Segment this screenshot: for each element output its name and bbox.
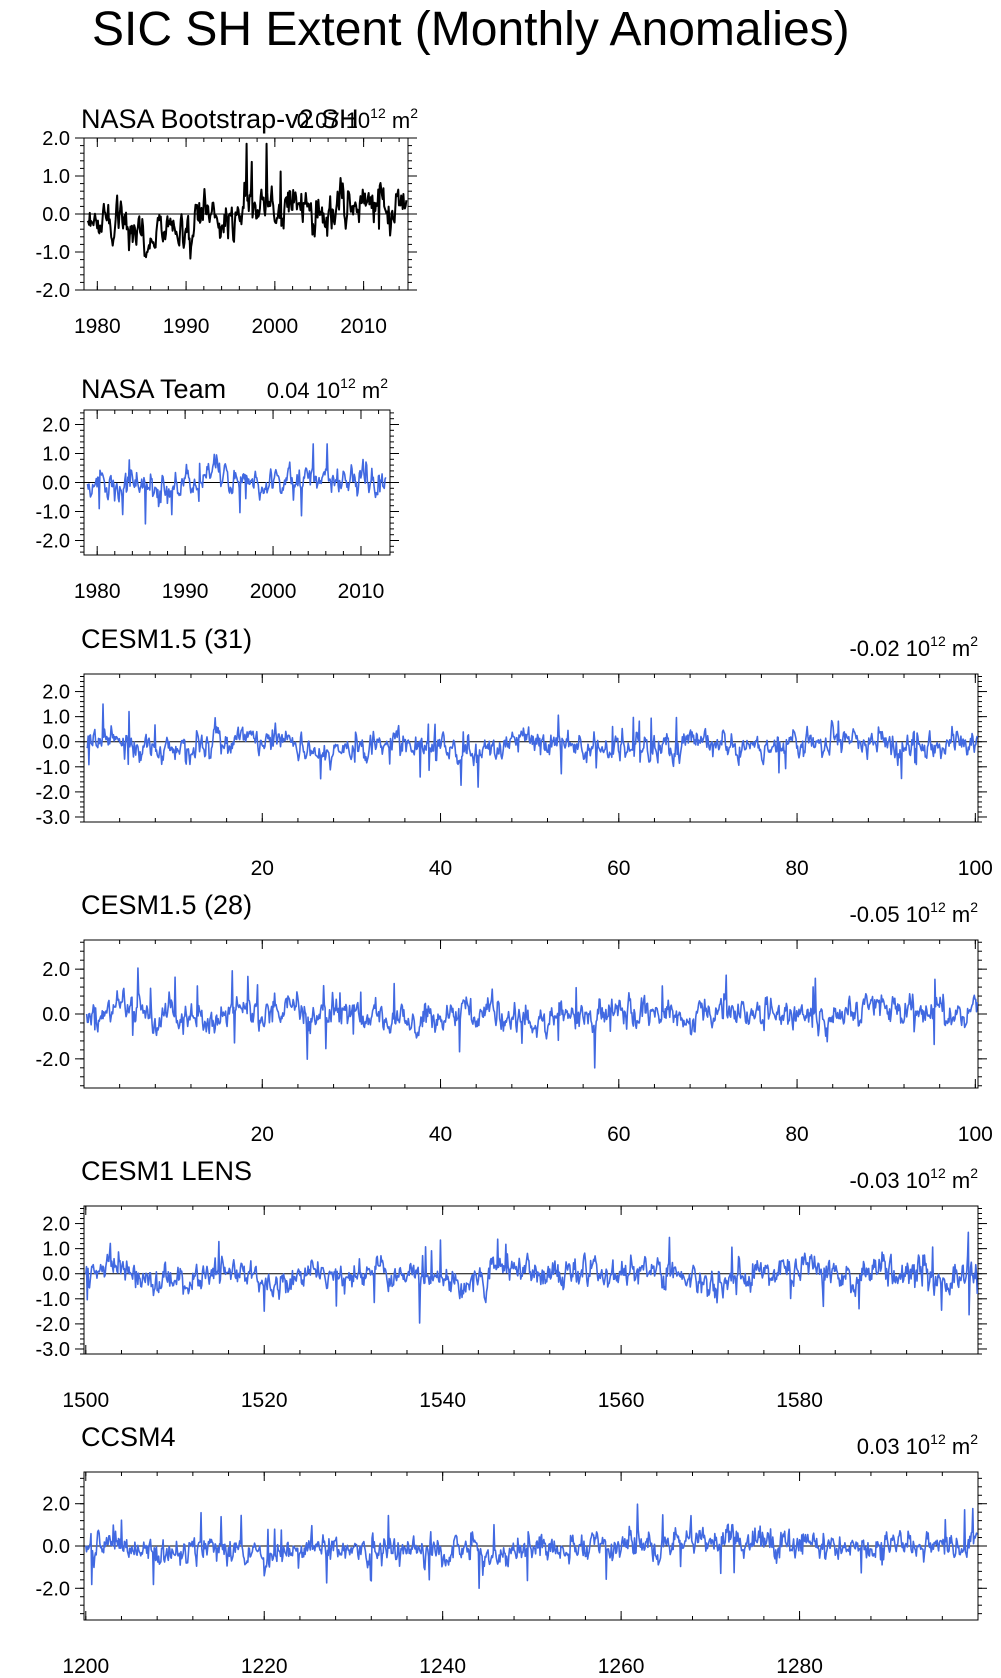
figure-title: SIC SH Extent (Monthly Anomalies) [92, 3, 850, 56]
series-line [86, 142, 408, 260]
panel-annotation: 0.07 1012 m2 [297, 105, 418, 133]
panel-title: NASA Bootstrap-v2 SH [81, 104, 359, 134]
x-tick-label: 80 [785, 1123, 808, 1146]
y-tick-label: 1.0 [42, 444, 70, 466]
x-tick-label: 1220 [241, 1655, 288, 1678]
panel-title: CESM1.5 (28) [81, 890, 252, 920]
panel-title: CESM1.5 (31) [81, 624, 252, 654]
x-tick-label: 1520 [241, 1389, 288, 1412]
panel-annotation: -0.05 1012 m2 [849, 899, 978, 927]
x-tick-label: 1500 [62, 1389, 109, 1412]
x-tick-label: 1240 [419, 1655, 466, 1678]
panel-1: NASA Bootstrap-v2 SH0.07 1012 m2 1980 1990… [36, 104, 419, 338]
y-tick-label: 2.0 [42, 1214, 70, 1236]
panel-title: CCSM4 [81, 1422, 176, 1452]
series-line [84, 1503, 978, 1589]
y-tick-label: -2.0 [36, 1314, 70, 1336]
series-line [86, 443, 387, 525]
x-tick-label: 1990 [163, 315, 210, 338]
plot-frame [83, 673, 979, 823]
x-tick-label: 2010 [340, 315, 387, 338]
series-line [85, 967, 979, 1069]
x-tick-label: 1260 [598, 1655, 645, 1678]
y-tick-label: -1.0 [36, 502, 70, 524]
y-tick-label: -2.0 [36, 782, 70, 804]
plot-frame [83, 939, 979, 1089]
x-tick-label: 2000 [250, 580, 297, 603]
panel-annotation: -0.02 1012 m2 [849, 633, 978, 661]
y-tick-label: -3.0 [36, 1339, 70, 1361]
y-tick-label: 1.0 [42, 1239, 70, 1261]
y-tick-label: 0.0 [42, 732, 70, 754]
series-line [84, 1231, 979, 1324]
panel-5: CESM1 LENS -0.03 1012 m2 1500 1520 1540 1560 1… [36, 1156, 987, 1412]
x-tick-label: 1200 [62, 1655, 109, 1678]
x-tick-label: 1980 [74, 315, 121, 338]
y-tick-label: 1.0 [42, 707, 70, 729]
x-tick-label: 80 [785, 857, 808, 880]
plot-frame [83, 1205, 979, 1355]
x-tick-label: 100 [958, 1123, 993, 1146]
y-tick-label: 2.0 [42, 1494, 70, 1516]
y-tick-label: 0.0 [42, 1004, 70, 1026]
panel-3: CESM1.5 (31) -0.02 1012 m2 20 40 60 80 100 -3.0… [36, 624, 993, 880]
y-tick-label: 0.0 [42, 1264, 70, 1286]
y-tick-label: 0.0 [42, 473, 70, 495]
x-tick-label: 1280 [776, 1655, 823, 1678]
x-tick-label: 60 [607, 1123, 630, 1146]
y-tick-label: 2.0 [42, 682, 70, 704]
y-tick-label: -1.0 [36, 1289, 70, 1311]
series-line [86, 703, 979, 788]
x-tick-label: 60 [607, 857, 630, 880]
y-tick-label: -3.0 [36, 807, 70, 829]
y-tick-label: -1.0 [36, 757, 70, 779]
panel-annotation: 0.03 1012 m2 [857, 1431, 978, 1459]
panel-2: NASA Team 0.04 1012 m2 1980 1990 2000 2010 -2.… [36, 374, 399, 603]
y-tick-label: 2.0 [42, 959, 70, 981]
x-tick-label: 2010 [338, 580, 385, 603]
x-tick-label: 20 [251, 857, 274, 880]
x-tick-label: 20 [251, 1123, 274, 1146]
y-tick-label: 0.0 [42, 1536, 70, 1558]
y-tick-label: -1.0 [36, 242, 70, 264]
y-tick-label: -2.0 [36, 1049, 70, 1071]
panel-title: NASA Team [81, 374, 226, 404]
panel-annotation: 0.04 1012 m2 [267, 375, 388, 403]
y-tick-label: -2.0 [36, 1578, 70, 1600]
y-tick-label: 1.0 [42, 166, 70, 188]
y-tick-label: -2.0 [36, 531, 70, 553]
panel-6: CCSM4 0.03 1012 m2 1200 1220 1240 1260 1280 -2.… [36, 1422, 987, 1678]
y-tick-label: -2.0 [36, 280, 70, 302]
y-tick-label: 2.0 [42, 415, 70, 437]
x-tick-label: 2000 [251, 315, 298, 338]
y-tick-label: 2.0 [42, 128, 70, 150]
x-tick-label: 100 [958, 857, 993, 880]
x-tick-label: 40 [429, 1123, 452, 1146]
panel-title: CESM1 LENS [81, 1156, 252, 1186]
x-tick-label: 1560 [598, 1389, 645, 1412]
x-tick-label: 1580 [776, 1389, 823, 1412]
y-tick-label: 0.0 [42, 204, 70, 226]
x-tick-label: 1980 [74, 580, 121, 603]
x-tick-label: 40 [429, 857, 452, 880]
panel-annotation: -0.03 1012 m2 [849, 1165, 978, 1193]
x-tick-label: 1540 [419, 1389, 466, 1412]
panel-4: CESM1.5 (28) -0.05 1012 m2 20 40 60 80 100 -2.0… [36, 890, 993, 1146]
x-tick-label: 1990 [162, 580, 209, 603]
